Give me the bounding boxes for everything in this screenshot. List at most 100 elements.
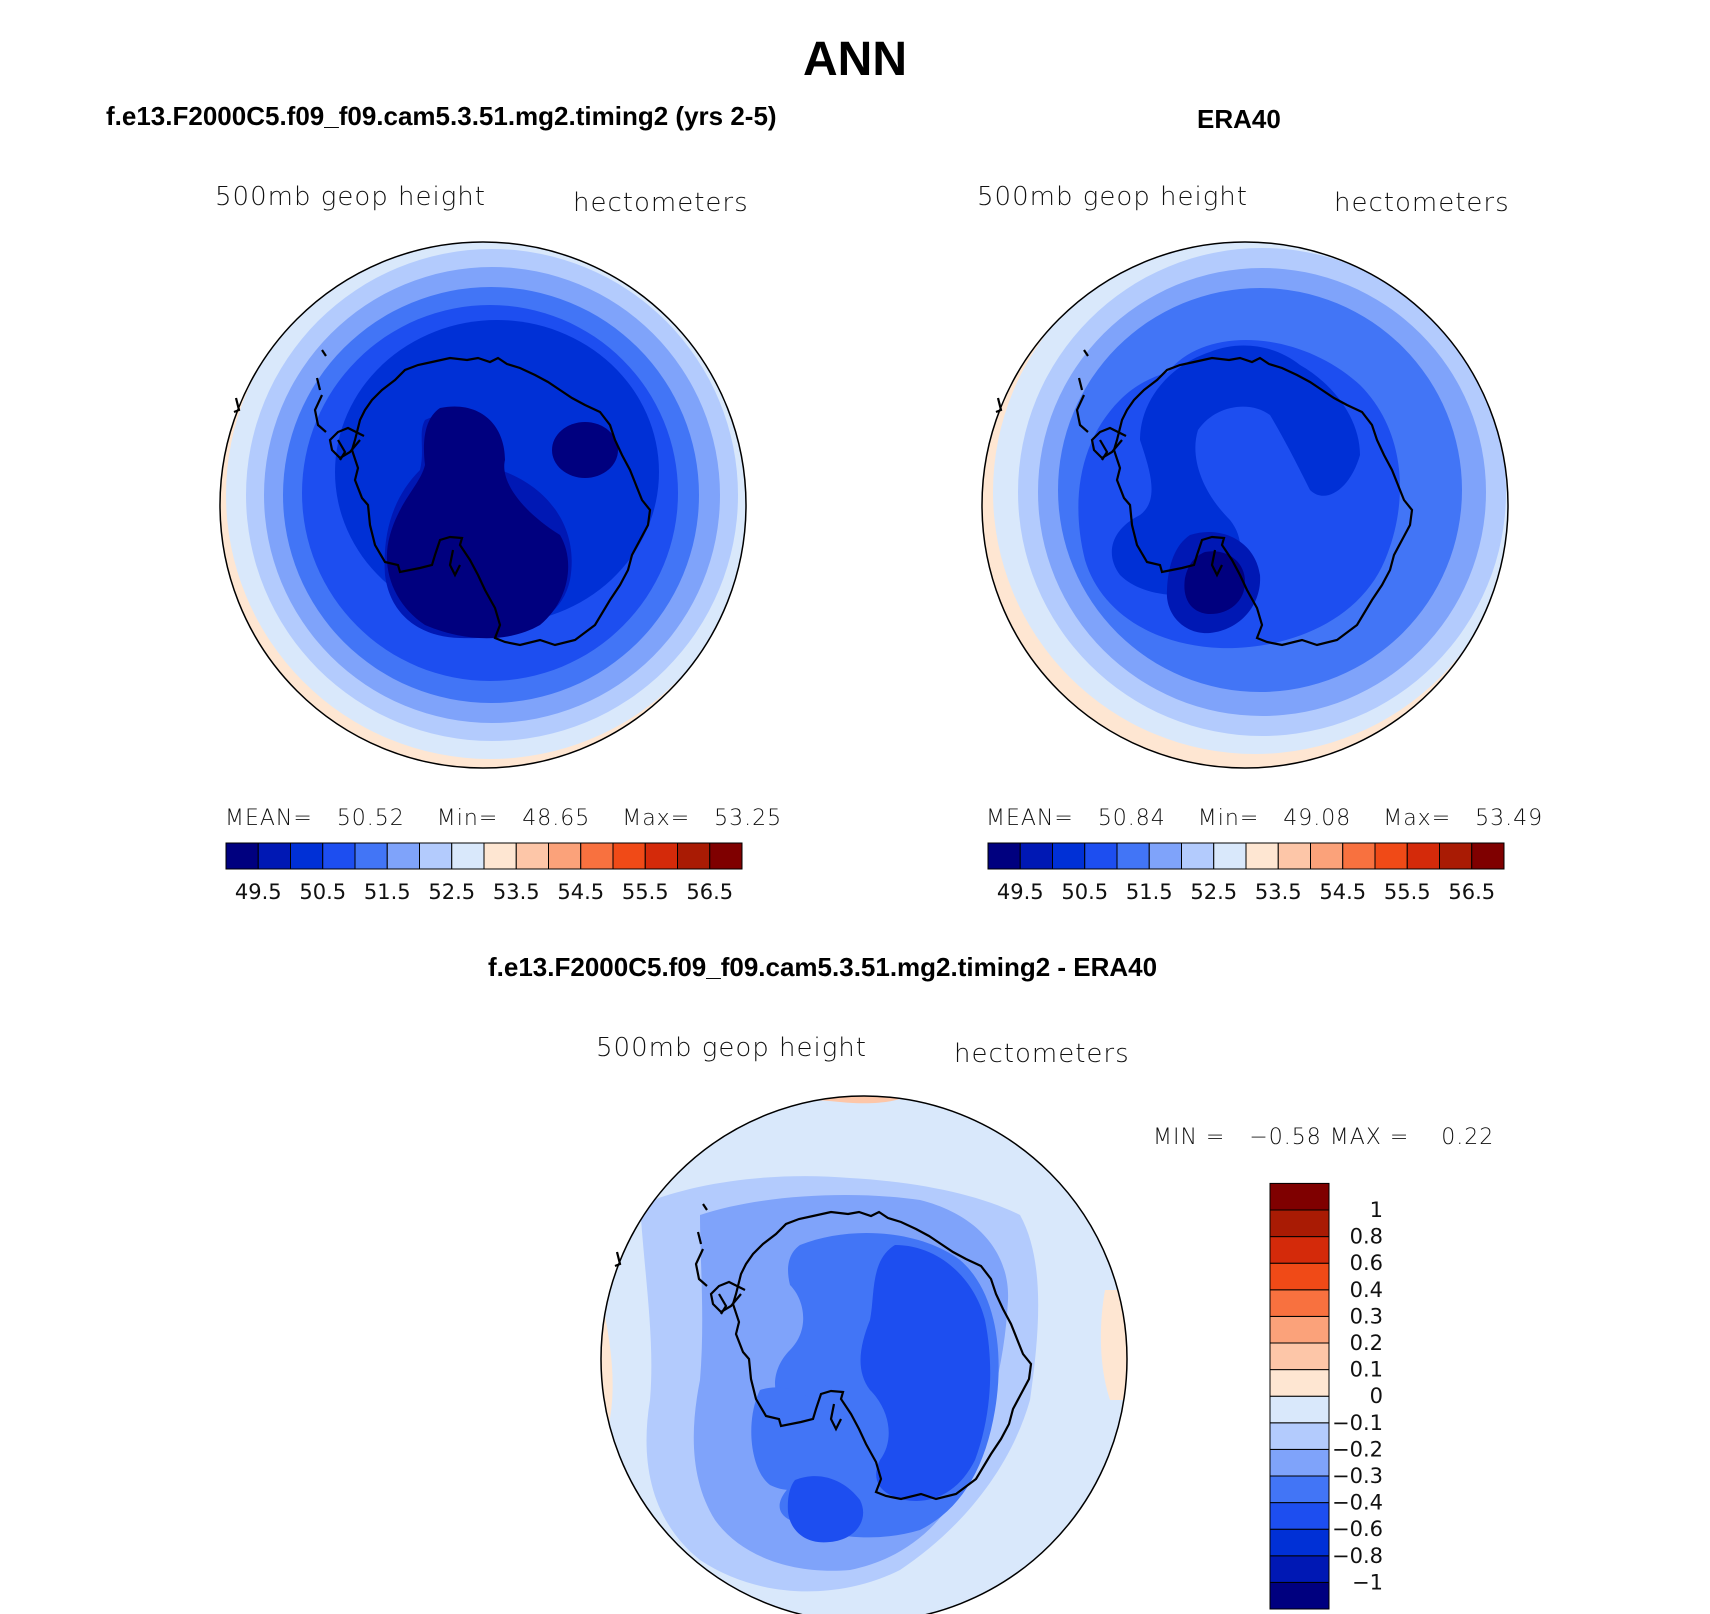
colorbar-swatch [548,842,582,870]
colorbar-tick-label: 0 [1370,1384,1383,1408]
colorbar-swatch [1148,842,1182,870]
panel3-units-label: hectometers [954,1039,1130,1069]
panel2-contours [982,242,1508,768]
panel2-units-label: hectometers [1334,188,1510,218]
colorbar-swatch [1019,842,1053,870]
island-south-shetland [696,1231,703,1245]
colorbar-tick-label: 0.8 [1350,1225,1383,1249]
south-america-tip [233,397,241,414]
colorbar-swatch [1406,842,1440,870]
colorbar-swatch [1269,1342,1330,1371]
colorbar-tick-label: 51.5 [1126,880,1173,904]
panel2-coastline [995,349,1414,647]
colorbar-swatch [354,842,388,870]
contour-band-0_2-north [720,1096,910,1104]
min-value: 48.65 [522,806,591,831]
colorbar-swatch [580,842,614,870]
colorbar-swatch [612,842,646,870]
colorbar-swatch [1052,842,1086,870]
panel2-map-boundary [981,241,1509,769]
contour-min-east [552,422,618,478]
colorbar-swatch [1269,1528,1330,1557]
panel3-coastline [614,1203,1033,1501]
colorbar-swatch [386,842,420,870]
peninsula-tip [694,1248,708,1287]
mean-value: 50.84 [1097,806,1166,831]
panel3-contours [601,1096,1127,1614]
colorbar-swatch [1269,1315,1330,1344]
colorbar-swatch [290,842,324,870]
island-falklands [321,349,327,357]
colorbar-tick-label: 49.5 [235,880,282,904]
colorbar-tick-label: 56.5 [686,880,733,904]
contour-band-neg0_4 [860,1245,991,1501]
colorbar-swatch [1269,1448,1330,1477]
ross-island [1210,549,1223,578]
colorbar-swatch [1213,842,1247,870]
max-value: 0.22 [1441,1125,1495,1150]
colorbar-tick-label: 52.5 [1190,880,1237,904]
colorbar-swatch [419,842,453,870]
colorbar-swatch [483,842,517,870]
panel2-colorbar: 49.5 50.5 51.5 52.5 53.5 54.5 55.5 56.5 [987,842,1505,904]
ross-island [829,1403,842,1432]
colorbar-swatch [1116,842,1150,870]
colorbar-tick-label: 0.3 [1350,1304,1383,1328]
panel1-coastline [233,349,652,647]
south-america-tip [614,1251,622,1268]
colorbar-tick-label: −0.4 [1332,1491,1383,1515]
peninsula-detail [1099,439,1109,461]
antarctic-peninsula [328,426,365,460]
colorbar-swatch [709,842,743,870]
colorbar-swatch [1269,1289,1330,1317]
colorbar-tick-label: −0.8 [1332,1544,1383,1568]
colorbar-tick-label: 50.5 [1061,880,1108,904]
panel1-variable-label: 500mb geop height [215,182,486,212]
figure-title: ANN [803,33,907,86]
colorbar-swatch [451,842,485,870]
island-falklands [1083,349,1089,357]
colorbar-swatch [1269,1422,1330,1450]
colorbar-tick-label: 0.2 [1350,1331,1383,1355]
colorbar-swatch [1439,842,1473,870]
colorbar-swatch [1310,842,1344,870]
colorbar-tick-label: −1 [1352,1570,1383,1594]
colorbar-swatch [1269,1475,1330,1504]
max-label: Max= [1383,806,1452,831]
colorbar-swatch [1342,842,1376,870]
contour-min [1184,551,1245,615]
contour-band-neg0_4-south [787,1476,864,1543]
antarctic-peninsula [709,1280,746,1314]
min-label: Min= [436,806,499,831]
colorbar-swatch [1269,1262,1330,1291]
max-value: 53.25 [714,806,783,831]
panel3-map-boundary [600,1095,1128,1614]
max-label: Max= [622,806,691,831]
min-value: 49.08 [1283,806,1352,831]
colorbar-tick-label: 1 [1370,1198,1383,1222]
colorbar-tick-label: 53.5 [493,880,540,904]
colorbar-swatch [322,842,356,870]
contour-band-neg0_3-west [751,1387,830,1490]
antarctica-outline [1112,356,1414,647]
panel1-map-boundary [219,241,747,769]
colorbar-tick-label: 0.6 [1350,1251,1383,1275]
colorbar-swatch [1269,1581,1330,1610]
contour-band-50 [1111,345,1360,595]
colorbar-tick-label: 53.5 [1255,880,1302,904]
colorbar-swatch [225,842,259,870]
panel1-colorbar: 49.5 50.5 51.5 52.5 53.5 54.5 55.5 56.5 [225,842,743,904]
colorbar-swatch [1269,1236,1330,1264]
colorbar-swatch [1269,1555,1330,1583]
colorbar-tick-label: −0.3 [1332,1464,1383,1488]
colorbar-swatch [1269,1502,1330,1530]
panel2-map [981,241,1509,769]
south-america-tip [995,397,1003,414]
min-label: Min= [1197,806,1260,831]
ross-island [448,549,461,578]
colorbar-swatch [257,842,291,870]
colorbar-swatch [1269,1209,1330,1238]
panel1-units-label: hectometers [573,188,749,218]
panel2-stats: MEAN= 50.84 Min= 49.08 Max= 53.49 [986,806,1543,831]
